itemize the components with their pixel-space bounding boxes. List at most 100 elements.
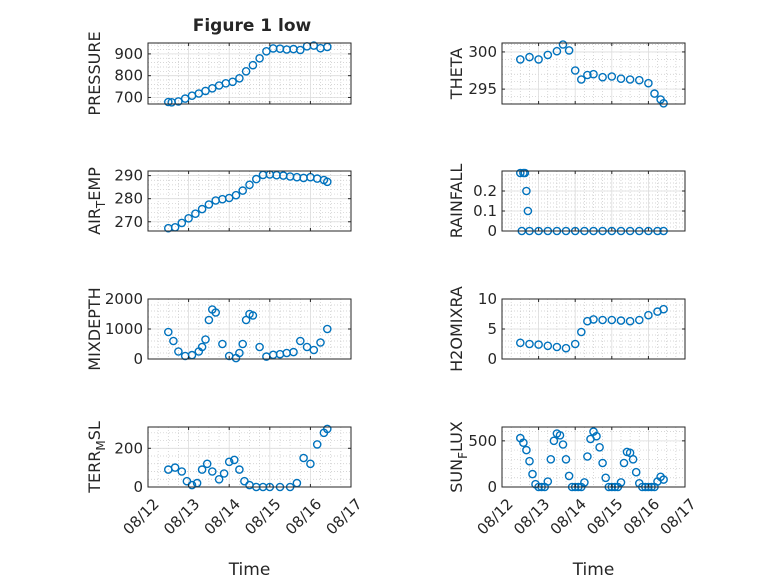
ylabel-part: TERR (85, 451, 104, 494)
ylabel-part: LUX (447, 421, 466, 452)
data-point (204, 200, 214, 209)
data-point (534, 55, 543, 64)
data-point (523, 206, 533, 216)
data-point (558, 40, 568, 49)
data-point (180, 94, 190, 103)
ylabel: AIRTEMP (85, 167, 108, 235)
data-point (322, 177, 332, 187)
data-point (564, 471, 574, 481)
data-point (644, 78, 653, 88)
data-point (528, 469, 537, 479)
xtick-label: 08/17 (322, 495, 365, 538)
ylabel-part: SL (85, 421, 104, 440)
data-point (598, 315, 607, 325)
data-point (592, 431, 601, 441)
data-point (635, 75, 644, 85)
subplot-pressure: 700 800 900 PRESSURE (85, 31, 352, 116)
subplot-sun_flux: 0500SUNFLUX08/1208/1308/1408/1508/1608/1… (447, 421, 700, 580)
data-point (520, 168, 530, 178)
data-point (197, 204, 207, 214)
data-point (577, 327, 586, 337)
data-point (580, 478, 589, 487)
data-point (589, 69, 598, 79)
axes-box (147, 426, 352, 488)
ylabel: SUNFLUX (447, 421, 470, 493)
data-point (628, 454, 638, 464)
subplot-air_temp: 270 280 290 AIRTEMP (85, 167, 352, 235)
ylabel: THETA (447, 48, 466, 100)
data-point (224, 457, 234, 467)
ylabel: TERRMSL (85, 421, 108, 494)
ytick-label: 900 (114, 45, 143, 63)
ylabel-part: AIR (85, 208, 104, 235)
data-point (583, 452, 592, 461)
data-point (616, 316, 626, 325)
xtick-label: 08/17 (656, 495, 699, 538)
ytick-label: 0 (133, 478, 143, 496)
ytick-label: 270 (114, 213, 143, 231)
data-point (197, 342, 207, 352)
data-point (163, 97, 173, 107)
data-point (229, 455, 239, 465)
ylabel-subscript: T (94, 200, 108, 209)
data-point (577, 75, 586, 84)
xtick-label: 08/12 (119, 495, 162, 538)
data-point (570, 66, 580, 75)
ytick-label: 0.2 (473, 182, 497, 200)
data-point (245, 180, 254, 190)
data-point (525, 456, 534, 466)
data-point (169, 336, 178, 346)
data-point (238, 339, 247, 349)
ytick-label: 295 (468, 80, 497, 98)
data-point (659, 99, 668, 108)
data-point (616, 74, 626, 83)
ytick-label: 700 (114, 88, 143, 106)
data-point (202, 459, 212, 469)
xtick-label: 08/14 (201, 495, 244, 538)
axes-box (501, 426, 686, 488)
data-point (316, 338, 325, 347)
data-point (295, 45, 305, 55)
data-point (625, 75, 635, 84)
ytick-label: 2000 (105, 290, 143, 308)
data-point (549, 436, 559, 446)
xtick-label: 08/14 (547, 495, 590, 538)
data-point (235, 74, 244, 83)
data-point (552, 46, 562, 56)
data-point (197, 465, 207, 474)
ytick-label: 0 (487, 478, 497, 496)
data-point (163, 327, 173, 337)
ylabel: RAINFALL (447, 164, 466, 239)
ytick-label: 500 (468, 432, 497, 450)
data-point (659, 304, 668, 314)
data-point (543, 50, 553, 60)
data-point (616, 478, 626, 487)
data-point (635, 315, 644, 325)
data-point (299, 453, 308, 463)
data-point (235, 465, 244, 474)
xtick-label: 08/15 (241, 495, 284, 538)
ytick-label: 5 (487, 320, 497, 338)
figure-title: Figure 1 low (193, 16, 312, 36)
data-point (558, 440, 568, 449)
ytick-label: 280 (114, 190, 143, 208)
ytick-label: 200 (114, 439, 143, 457)
data-point (650, 89, 659, 98)
data-point (235, 348, 244, 358)
ylabel-subscript: M (94, 440, 108, 450)
ytick-label: 1000 (105, 320, 143, 338)
axes-box (501, 42, 686, 105)
ytick-label: 0.1 (473, 202, 497, 220)
data-point (516, 168, 525, 178)
data-point (552, 342, 562, 352)
data-point (583, 70, 592, 80)
data-point (204, 315, 214, 325)
data-point (644, 310, 653, 320)
ytick-label: 10 (478, 290, 497, 308)
data-point (177, 467, 187, 476)
data-point (619, 458, 629, 468)
data-point (561, 343, 571, 353)
series-markers (516, 40, 668, 108)
xtick-label: 08/13 (160, 495, 203, 538)
ylabel: H2OMIXRA (447, 286, 466, 372)
